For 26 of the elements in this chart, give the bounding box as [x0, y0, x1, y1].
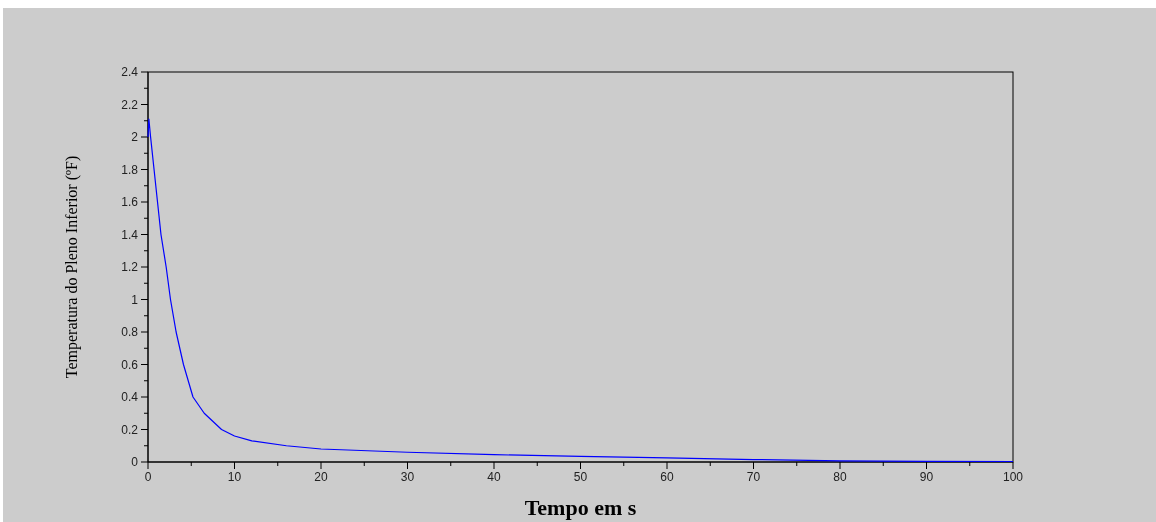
y-tick-label: 2.4 — [121, 65, 139, 80]
x-tick-label: 20 — [314, 470, 328, 484]
x-tick-label: 50 — [573, 470, 588, 484]
x-tick-label: 40 — [487, 470, 501, 484]
x-tick-label: 10 — [227, 470, 242, 484]
y-axis-title: Temperatura do Pleno Inferior (ºF) — [63, 155, 81, 379]
y-tick-label: 0.4 — [121, 390, 139, 405]
x-tick-label: 30 — [400, 470, 415, 484]
y-tick-label: 0.6 — [121, 357, 139, 372]
y-tick-label: 0 — [131, 455, 139, 470]
x-tick-label: 80 — [833, 470, 847, 484]
x-tick-label: 70 — [746, 470, 761, 484]
y-tick-label: 1 — [131, 292, 139, 307]
x-tick-label: 90 — [919, 470, 934, 484]
y-tick-label: 2.2 — [121, 97, 139, 112]
y-tick-label: 0.2 — [121, 422, 139, 437]
x-tick-label: 60 — [660, 470, 674, 484]
y-tick-label: 0.8 — [121, 325, 139, 340]
y-tick-label: 1.4 — [121, 227, 139, 242]
x-tick-label: 0 — [144, 470, 152, 484]
y-tick-label: 1.2 — [121, 260, 139, 275]
y-tick-label: 2 — [131, 130, 139, 145]
y-tick-label: 1.6 — [121, 195, 139, 210]
y-tick-label: 1.8 — [121, 162, 139, 177]
x-tick-label: 100 — [1002, 470, 1024, 484]
x-axis-title: Tempo em s — [524, 495, 637, 520]
